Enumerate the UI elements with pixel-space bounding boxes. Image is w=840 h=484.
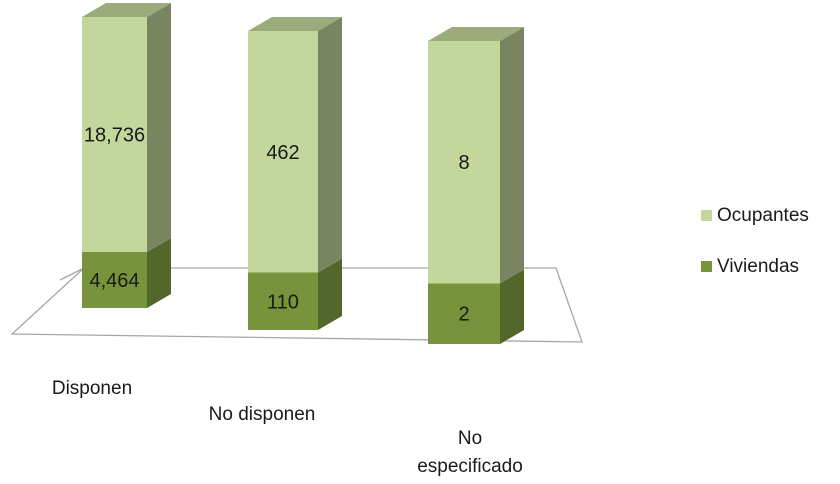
legend-label-ocupantes: Ocupantes — [717, 205, 809, 226]
category-label-disponen: Disponen — [52, 378, 132, 399]
bar-ocupantes-no-especificado-side — [500, 27, 524, 283]
bar-ocupantes-disponen-side — [147, 3, 171, 252]
data-label-viviendas-disponen: 4,464 — [89, 270, 139, 292]
legend-swatch-ocupantes — [701, 210, 712, 221]
category-label-no-disponen: No disponen — [209, 404, 316, 425]
data-label-ocupantes-no-especificado: 8 — [458, 152, 469, 174]
data-label-ocupantes-disponen: 18,736 — [84, 125, 145, 147]
bar-ocupantes-no-disponen-side — [318, 17, 342, 273]
category-labels: Disponen No disponen No especificado — [52, 378, 523, 477]
data-label-viviendas-no-disponen: 110 — [267, 291, 299, 313]
bar-disponen: 18,736 4,464 — [82, 3, 171, 308]
data-label-ocupantes-no-disponen: 462 — [266, 142, 299, 164]
legend: Ocupantes Viviendas — [701, 205, 809, 277]
legend-label-viviendas: Viviendas — [717, 256, 799, 277]
bar-no-especificado: 82 — [428, 27, 524, 344]
bar-no-disponen: 462 110 — [248, 17, 342, 330]
legend-swatch-viviendas — [701, 261, 712, 272]
category-label-no-especificado: No especificado — [417, 428, 523, 477]
data-label-viviendas-no-especificado: 2 — [458, 304, 469, 326]
